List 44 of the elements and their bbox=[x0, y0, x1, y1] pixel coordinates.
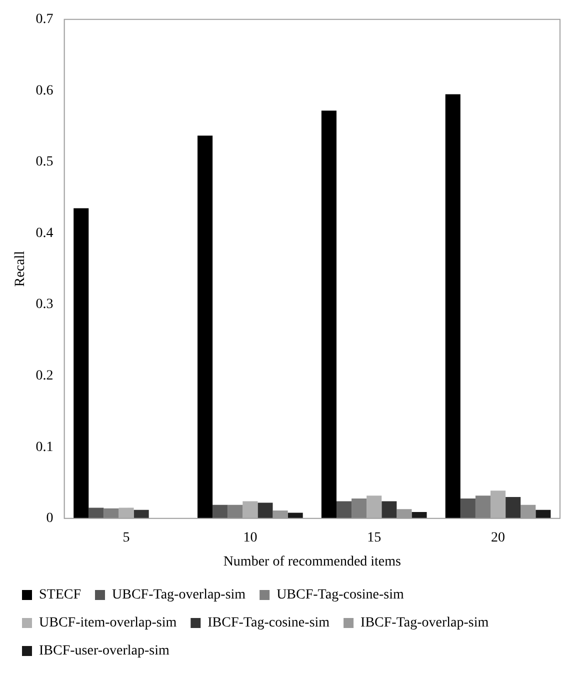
legend-label: UBCF-Tag-cosine-sim bbox=[276, 588, 404, 603]
bar bbox=[336, 501, 352, 518]
y-tick-label: 0.1 bbox=[36, 440, 54, 455]
legend-label: UBCF-Tag-overlap-sim bbox=[112, 588, 246, 603]
bar bbox=[475, 496, 491, 518]
bar bbox=[366, 496, 382, 518]
bar bbox=[198, 136, 213, 518]
x-tick-label: 15 bbox=[367, 530, 382, 546]
bar bbox=[258, 502, 273, 518]
bar bbox=[88, 508, 104, 518]
y-tick-label: 0 bbox=[46, 511, 54, 526]
bar bbox=[134, 510, 149, 518]
legend-label: STECF bbox=[39, 588, 82, 603]
y-tick-label: 0.7 bbox=[36, 12, 54, 28]
bar bbox=[242, 501, 258, 518]
bar bbox=[321, 110, 336, 518]
bar bbox=[118, 508, 134, 518]
bar bbox=[228, 504, 243, 518]
bar bbox=[445, 94, 460, 518]
y-tick-label: 0.6 bbox=[36, 83, 54, 98]
y-tick-label: 0.2 bbox=[36, 368, 54, 384]
bar bbox=[412, 512, 427, 518]
bar bbox=[74, 208, 89, 518]
bar bbox=[382, 501, 397, 518]
bar bbox=[536, 510, 551, 518]
bar bbox=[212, 504, 228, 518]
bar bbox=[490, 490, 506, 518]
x-tick-label: 10 bbox=[243, 530, 258, 546]
x-tick-label: 20 bbox=[491, 530, 506, 546]
bar bbox=[352, 498, 367, 518]
y-axis-title: Recall bbox=[13, 250, 28, 287]
legend-label: IBCF-user-overlap-sim bbox=[39, 644, 170, 659]
bar bbox=[288, 512, 303, 518]
legend-label: IBCF-Tag-overlap-sim bbox=[360, 616, 489, 631]
bar bbox=[104, 508, 119, 518]
legend-label: UBCF-item-overlap-sim bbox=[39, 616, 177, 631]
y-tick-label: 0.3 bbox=[36, 297, 54, 312]
y-tick-label: 0.4 bbox=[36, 226, 54, 241]
x-axis-title: Number of recommended items bbox=[223, 554, 401, 570]
y-tick-label: 0.5 bbox=[36, 154, 54, 170]
legend-label: IBCF-Tag-cosine-sim bbox=[208, 616, 330, 631]
bar bbox=[460, 498, 476, 518]
x-tick-label: 5 bbox=[122, 530, 130, 546]
bar bbox=[506, 497, 521, 518]
